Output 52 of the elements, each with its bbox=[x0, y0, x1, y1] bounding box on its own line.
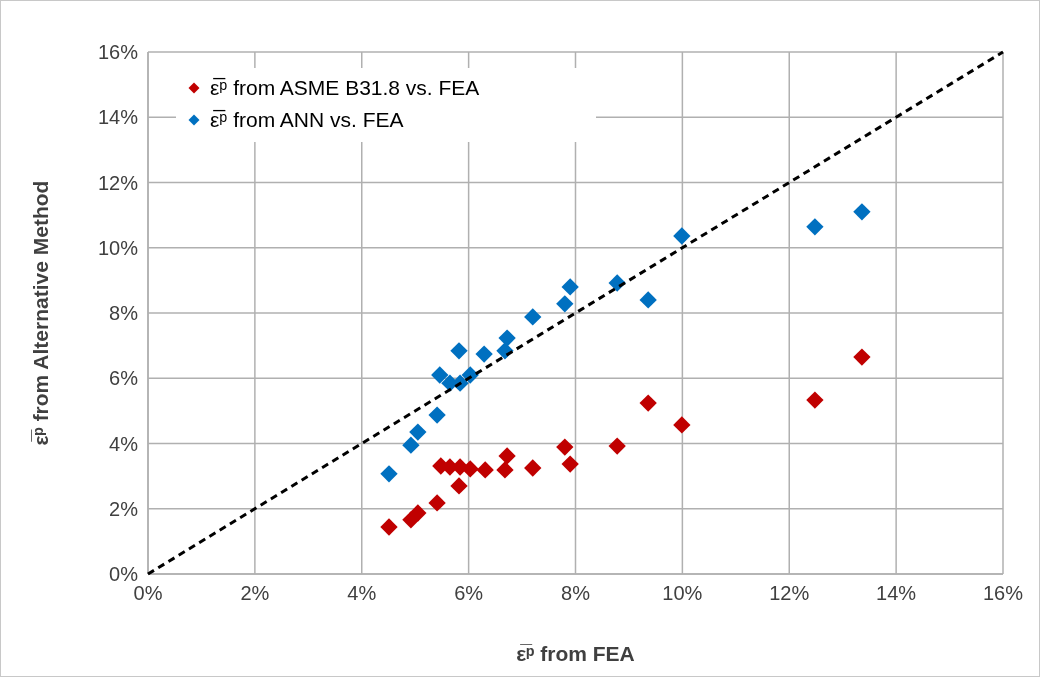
x-tick-label: 10% bbox=[662, 582, 703, 604]
x-tick-label: 0% bbox=[133, 582, 163, 604]
y-axis-title: ε̅ᵖ from Alternative Method bbox=[29, 180, 52, 446]
point bbox=[556, 295, 574, 313]
point bbox=[450, 477, 468, 495]
point bbox=[380, 465, 398, 483]
legend-label: ε̅ᵖ from ASME B31.8 vs. FEA bbox=[210, 76, 480, 99]
point bbox=[476, 461, 494, 479]
point bbox=[673, 227, 691, 245]
point bbox=[639, 291, 657, 309]
point bbox=[431, 366, 449, 384]
y-tick-label: 14% bbox=[97, 106, 139, 129]
point bbox=[556, 438, 574, 456]
x-tick-label: 2% bbox=[240, 582, 270, 604]
y-tick-label: 4% bbox=[109, 432, 139, 455]
point bbox=[673, 416, 691, 434]
x-tick-label: 14% bbox=[876, 582, 917, 604]
y-tick-label: 8% bbox=[109, 302, 139, 324]
y-tick-label: 6% bbox=[109, 367, 139, 390]
legend-label: ε̅ᵖ from ANN vs. FEA bbox=[210, 108, 404, 131]
point bbox=[498, 329, 516, 347]
point bbox=[402, 436, 420, 454]
y-tick-label: 0% bbox=[109, 563, 139, 585]
y-tick-label: 12% bbox=[97, 171, 139, 194]
point bbox=[608, 437, 626, 455]
point bbox=[498, 447, 516, 465]
point bbox=[853, 348, 871, 366]
y-tick-label: 10% bbox=[97, 236, 139, 259]
x-tick-label: 6% bbox=[454, 582, 484, 604]
point bbox=[475, 345, 493, 363]
x-tick-label: 12% bbox=[769, 582, 810, 604]
y-tick-label: 16% bbox=[97, 41, 139, 63]
x-tick-label: 8% bbox=[561, 582, 591, 604]
x-tick-label: 16% bbox=[982, 582, 1024, 604]
point bbox=[561, 455, 579, 473]
point bbox=[639, 394, 657, 412]
point bbox=[561, 278, 579, 296]
point bbox=[409, 423, 427, 441]
point bbox=[524, 308, 542, 326]
point bbox=[428, 406, 446, 424]
point bbox=[806, 391, 824, 409]
x-axis-title: ε̅ᵖ from FEA bbox=[516, 642, 635, 665]
point bbox=[853, 203, 871, 221]
point bbox=[450, 342, 468, 360]
point bbox=[380, 518, 398, 536]
point bbox=[428, 494, 446, 512]
point bbox=[409, 504, 427, 522]
point bbox=[806, 218, 824, 236]
point bbox=[496, 461, 514, 479]
y-tick-label: 2% bbox=[109, 497, 139, 520]
x-tick-label: 4% bbox=[347, 582, 377, 604]
point bbox=[524, 459, 542, 477]
